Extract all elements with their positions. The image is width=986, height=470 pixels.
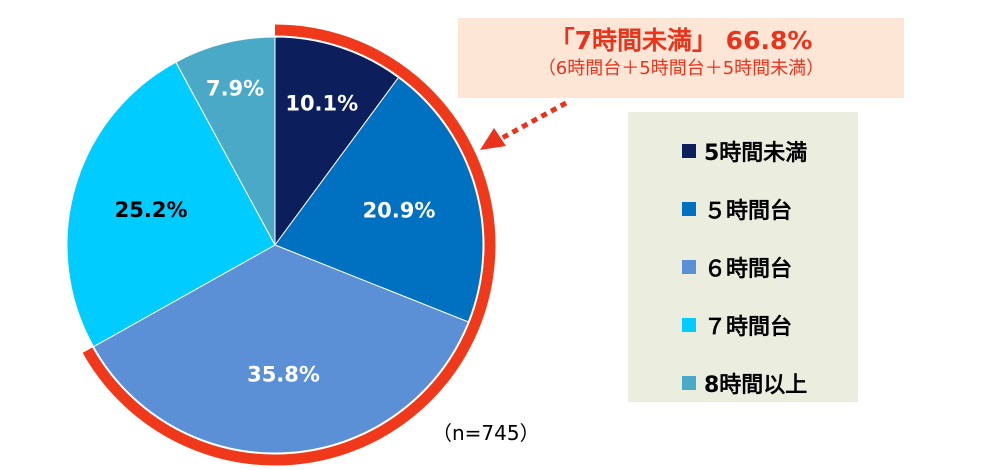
data-label: 7.9% — [206, 77, 264, 101]
data-label: 10.1% — [285, 92, 358, 116]
sample-size-label: （n=745） — [432, 421, 540, 445]
pie-slice — [175, 36, 276, 246]
highlight-callout: 「7時間未満」 66.8% （6時間台＋5時間台＋5時間未満） — [458, 18, 904, 98]
highlight-arc-path — [82, 24, 496, 466]
callout-subtitle: （6時間台＋5時間台＋5時間未満） — [537, 58, 825, 79]
data-label: 20.9% — [363, 199, 436, 223]
highlight-arc — [82, 24, 496, 466]
pie-slice — [274, 76, 484, 323]
pie-slice — [274, 36, 400, 247]
legend-label: ６時間台 — [704, 257, 793, 282]
legend-swatch — [682, 144, 696, 158]
legend-item: ５時間台 — [682, 194, 792, 224]
pie-slice — [66, 61, 276, 348]
legend-swatch — [682, 202, 696, 216]
legend-label: 8時間以上 — [704, 373, 808, 398]
value-labels: 10.1% 20.9% 35.8% 25.2% 7.9% — [115, 77, 436, 387]
legend-swatch — [682, 260, 696, 274]
legend-swatch — [682, 376, 696, 390]
legend-item: ６時間台 — [682, 252, 792, 282]
legend-label: 5時間未満 — [704, 141, 808, 166]
pie-slice — [92, 244, 469, 454]
callout-title: 「7時間未満」 66.8% — [549, 26, 813, 55]
legend-swatch — [682, 318, 696, 332]
legend: 5時間未満 ５時間台 ６時間台 ７時間台 8時間以上 — [628, 112, 858, 402]
legend-item: 5時間未満 — [682, 136, 807, 166]
legend-item: ７時間台 — [682, 310, 792, 340]
callout-arrow — [480, 100, 568, 150]
legend-label: ５時間台 — [704, 199, 793, 224]
legend-label: ７時間台 — [704, 315, 793, 340]
data-label: 25.2% — [115, 198, 188, 222]
data-label: 35.8% — [247, 363, 320, 387]
legend-item: 8時間以上 — [682, 368, 807, 398]
pie-slices — [66, 36, 484, 454]
